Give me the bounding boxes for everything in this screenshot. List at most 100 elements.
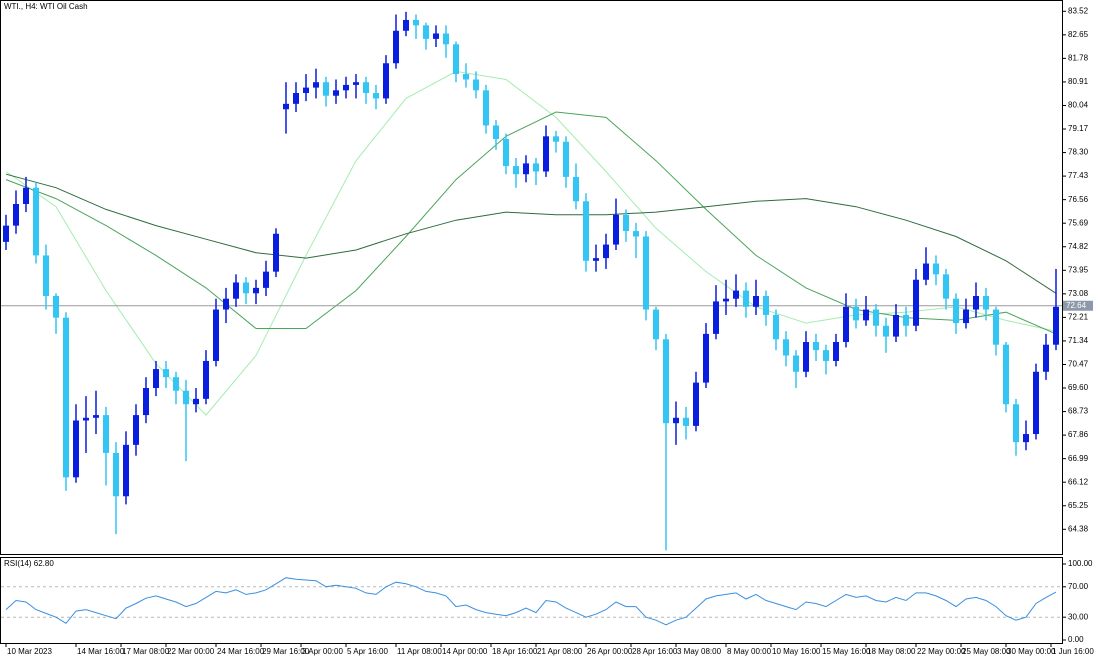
candle-body xyxy=(1013,404,1019,443)
candle-body xyxy=(293,93,299,104)
y-tick-label: 70.47 xyxy=(1068,360,1089,369)
candle-body xyxy=(63,317,69,478)
candle-body xyxy=(973,295,979,310)
candle-body xyxy=(333,90,339,96)
x-tick-label: 21 Apr 08:00 xyxy=(537,647,583,656)
candle-body xyxy=(553,136,559,142)
candle-body xyxy=(473,79,479,91)
rsi-tick-label: 30.00 xyxy=(1068,612,1089,621)
candle-body xyxy=(823,350,829,361)
candle-body xyxy=(983,295,989,310)
candle-body xyxy=(483,90,489,126)
candle-body xyxy=(843,306,849,343)
candle-body xyxy=(773,314,779,340)
x-tick-label: 3 May 08:00 xyxy=(677,647,722,656)
candle-body xyxy=(283,103,289,110)
candle-body xyxy=(643,236,649,310)
candle-body xyxy=(703,333,709,383)
candle-body xyxy=(453,44,459,75)
candle-body xyxy=(303,87,309,94)
candle-body xyxy=(33,187,39,256)
main-frame xyxy=(0,0,1063,555)
x-tick-label: 8 May 00:00 xyxy=(727,647,772,656)
y-tick-label: 74.82 xyxy=(1068,242,1089,251)
current-price-label: 72.64 xyxy=(1066,301,1087,310)
candle-body xyxy=(583,201,589,261)
x-tick-label: 30 May 00:00 xyxy=(1007,647,1056,656)
x-tick-label: 3 Apr 00:00 xyxy=(302,647,343,656)
candle-body xyxy=(363,82,369,94)
rsi-line xyxy=(5,577,1057,626)
candle-body xyxy=(23,187,29,204)
candle-body xyxy=(563,141,569,177)
candle-body xyxy=(933,263,939,275)
candle-body xyxy=(273,233,279,272)
candle-body xyxy=(633,231,639,237)
candle-body xyxy=(513,166,519,175)
candle-body xyxy=(493,125,499,140)
candle-body xyxy=(653,309,659,340)
candle-body xyxy=(943,274,949,299)
y-tick-label: 76.56 xyxy=(1068,195,1089,204)
y-tick-label: 75.69 xyxy=(1068,218,1089,227)
candle-body xyxy=(423,25,429,39)
candle-body xyxy=(743,290,749,307)
candle-body xyxy=(713,301,719,334)
candle-body xyxy=(683,417,689,426)
y-tick-label: 67.86 xyxy=(1068,430,1089,439)
candle-body xyxy=(1023,434,1029,443)
x-tick-label: 15 May 16:00 xyxy=(822,647,871,656)
y-tick-label: 64.38 xyxy=(1068,524,1089,533)
rsi-frame xyxy=(0,557,1063,644)
candle-body xyxy=(83,417,89,421)
candle-body xyxy=(143,388,149,416)
x-tick-label: 18 Apr 16:00 xyxy=(492,647,538,656)
x-tick-label: 26 Apr 00:00 xyxy=(587,647,633,656)
candle-body xyxy=(253,287,259,294)
candle-body xyxy=(433,33,439,39)
x-tick-label: 22 May 00:00 xyxy=(917,647,966,656)
candle-body xyxy=(693,382,699,426)
y-tick-label: 68.73 xyxy=(1068,407,1089,416)
y-tick-label: 73.08 xyxy=(1068,289,1089,298)
x-tick-label: 11 Apr 08:00 xyxy=(397,647,442,656)
candle-body xyxy=(133,415,139,445)
moving-average xyxy=(5,70,1057,416)
candle-body xyxy=(783,339,789,356)
rsi-tick-label: 70.00 xyxy=(1068,582,1089,591)
rsi-tick-label: 100.00 xyxy=(1068,559,1093,568)
candle-body xyxy=(503,139,509,167)
x-tick-label: 25 May 08:00 xyxy=(962,647,1011,656)
x-tick-label: 10 May 16:00 xyxy=(772,647,821,656)
candle-body xyxy=(753,295,759,307)
y-tick-label: 71.34 xyxy=(1068,336,1089,345)
moving-average xyxy=(5,173,1057,294)
candle-body xyxy=(213,309,219,361)
y-tick-label: 83.52 xyxy=(1068,6,1089,15)
candle-body xyxy=(913,279,919,326)
candle-body xyxy=(673,417,679,424)
current-price-box xyxy=(1063,300,1093,311)
candle-body xyxy=(1003,344,1009,405)
candle-body xyxy=(853,306,859,321)
y-tick-label: 79.17 xyxy=(1068,124,1089,133)
candle-body xyxy=(833,342,839,361)
candle-body xyxy=(93,415,99,418)
candle-body xyxy=(733,290,739,299)
candle-body xyxy=(123,444,129,497)
y-tick-label: 73.95 xyxy=(1068,265,1089,274)
candle-body xyxy=(163,369,169,378)
x-tick-label: 29 Mar 16:00 xyxy=(262,647,310,656)
candle-body xyxy=(613,214,619,245)
candle-body xyxy=(103,415,109,453)
candle-body xyxy=(603,244,609,259)
y-tick-label: 78.30 xyxy=(1068,148,1089,157)
candle-body xyxy=(883,325,889,337)
candle-body xyxy=(183,390,189,405)
chart-title: WTI., H4: WTI Oil Cash xyxy=(4,2,88,11)
x-tick-label: 1 Jun 16:00 xyxy=(1052,647,1094,656)
candle-body xyxy=(1033,371,1039,435)
candle-body xyxy=(923,263,929,280)
candle-body xyxy=(153,369,159,389)
y-tick-label: 80.04 xyxy=(1068,101,1089,110)
